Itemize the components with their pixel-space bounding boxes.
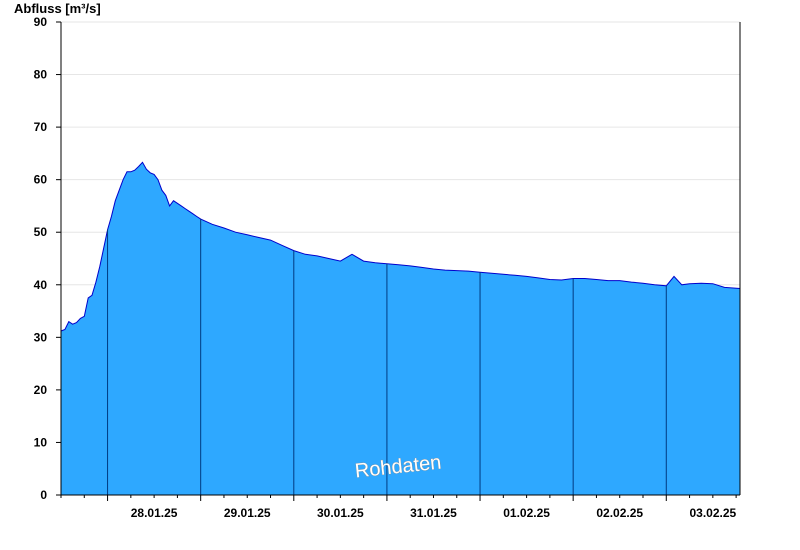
y-tick-label: 0 (40, 488, 47, 502)
x-tick-label: 01.02.25 (503, 506, 550, 520)
x-tick-label: 02.02.25 (596, 506, 643, 520)
y-tick-label: 20 (34, 383, 48, 397)
day-separators (107, 219, 667, 495)
y-tick-label: 50 (34, 225, 48, 239)
y-tick-label: 80 (34, 68, 48, 82)
x-axis-ticks: 28.01.25 29.01.25 30.01.25 31.01.25 01.02.25… (60, 495, 737, 520)
y-tick-label: 60 (34, 173, 48, 187)
x-tick-label: 03.02.25 (689, 506, 736, 520)
y-tick-label: 10 (34, 435, 48, 449)
x-tick-label: 29.01.25 (224, 506, 271, 520)
x-tick-label: 28.01.25 (131, 506, 178, 520)
y-tick-label: 90 (34, 15, 48, 29)
y-tick-label: 70 (34, 120, 48, 134)
y-axis-ticks: 0 10 20 30 40 50 60 70 80 90 (34, 15, 61, 502)
discharge-area (61, 162, 740, 496)
discharge-line (60, 161, 741, 332)
x-tick-label: 30.01.25 (317, 506, 364, 520)
y-tick-label: 30 (34, 330, 48, 344)
axes (60, 22, 741, 496)
x-tick-label: 31.01.25 (410, 506, 457, 520)
y-axis-label: Abfluss [m³/s] (14, 1, 101, 16)
y-tick-label: 40 (34, 278, 48, 292)
